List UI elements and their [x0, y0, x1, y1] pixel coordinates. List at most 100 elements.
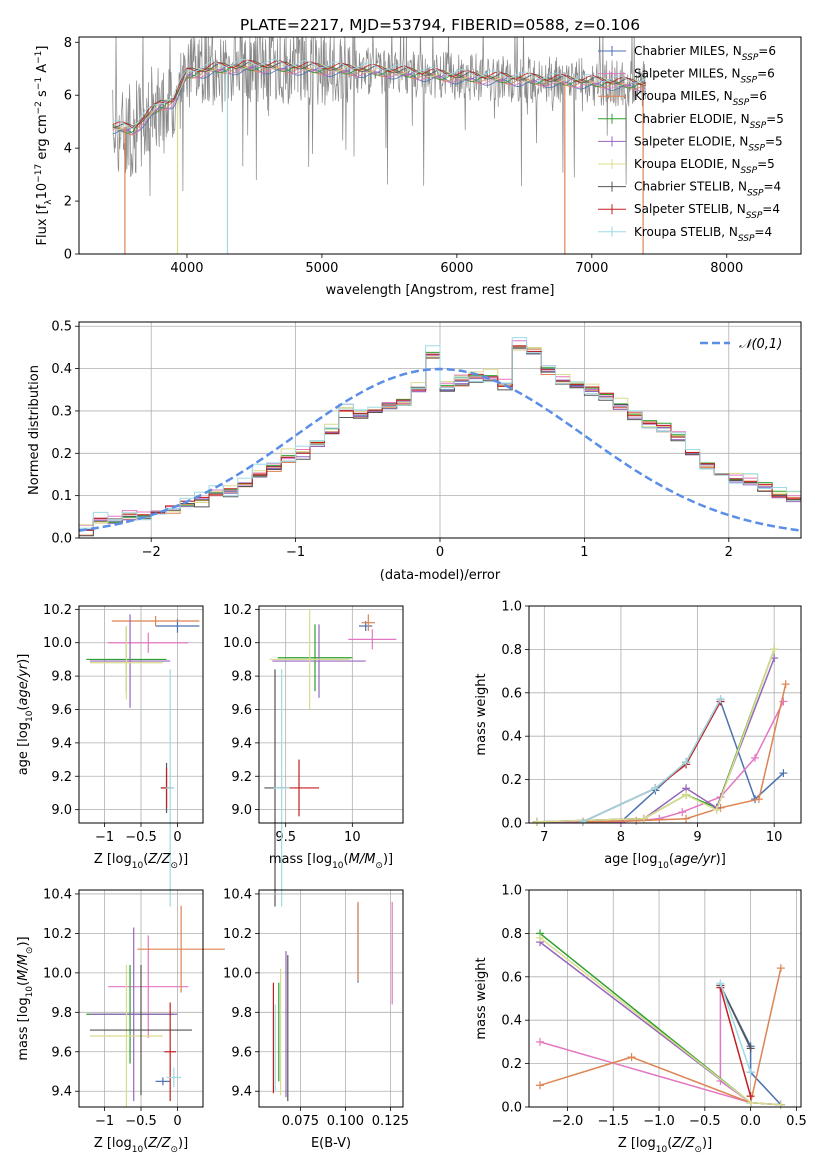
legend: Chabrier MILES, NSSP=6 Salpeter MILES, NS… — [598, 44, 784, 244]
x-tick-label: 6000 — [440, 261, 473, 276]
y-tick-label: 10.2 — [223, 927, 252, 942]
x-tick-label: 8000 — [710, 261, 743, 276]
x-axis-label: mass [log10(M/M⊙)] — [269, 852, 393, 871]
x-tick-label: −1 — [95, 1114, 114, 1129]
y-tick-label: 0.0 — [51, 532, 72, 547]
x-axis-label: wavelength [Angstrom, rest frame] — [326, 283, 555, 298]
y-tick-label: 9.6 — [231, 1045, 252, 1060]
y-axis-label: Flux [fλ10−17 erg cm−2 s−1 A−1] — [34, 46, 54, 246]
x-tick-label: 9 — [693, 830, 701, 845]
x-tick-label: 0.5 — [786, 1114, 807, 1129]
y-tick-label: 9.8 — [231, 670, 252, 685]
spectrum-plot-area — [112, 37, 647, 254]
model-spectrum-line-salpeter_stelib — [112, 59, 647, 129]
observed-spectrum-line — [112, 37, 646, 197]
model-spectrum-line-kroupa_stelib — [112, 59, 646, 130]
y-tick-label: 0.0 — [501, 1101, 522, 1116]
y-tick-label: 9.4 — [231, 736, 252, 751]
y-tick-label: 9.8 — [51, 670, 72, 685]
series-line-salpeter_elodie — [536, 657, 775, 823]
chart-spectrum: 4000 5000 6000 7000 8000 0 2 4 6 8 wavelength [Ang… — [34, 36, 802, 298]
y-tick-label: 9.8 — [231, 1006, 252, 1021]
histogram-step-chabrier_stelib — [79, 347, 801, 537]
y-tick-label: 0.6 — [501, 686, 522, 701]
chart-mass-vs-Z: −1 −0.5 0 9.4 9.6 9.8 10.0 10.2 10.4 Z [log10(Z/Z… — [16, 887, 225, 1155]
axes-frame — [78, 889, 204, 1108]
y-tick-label: 9.6 — [51, 1045, 72, 1060]
y-axis-label: Normed distribution — [27, 365, 42, 495]
y-tick-label: 9.8 — [51, 1006, 72, 1021]
x-tick-label: 0 — [173, 830, 181, 845]
legend-label-chabrier_miles: Chabrier MILES, NSSP=6 — [634, 44, 776, 63]
y-tick-label: 6 — [64, 89, 72, 104]
y-axis-label: age [log10(age/yr)] — [16, 654, 35, 776]
legend-label-kroupa_elodie: Kroupa ELODIE, NSSP=5 — [634, 157, 775, 176]
axes-frame — [528, 889, 802, 1108]
series-line-chabrier_elodie — [539, 932, 781, 1106]
x-tick-label: 0 — [173, 1114, 181, 1129]
axes-frame — [78, 321, 802, 539]
x-tick-label: 7 — [540, 830, 548, 845]
x-tick-label: −1.5 — [597, 1114, 629, 1129]
legend-label-normal: 𝒩(0,1) — [739, 337, 782, 352]
figure-title: PLATE=2217, MJD=53794, FIBERID=0588, z=0… — [240, 16, 640, 34]
y-tick-label: 0.2 — [51, 447, 72, 462]
y-tick-label: 9.4 — [51, 1085, 72, 1100]
x-tick-label: 2 — [725, 545, 733, 560]
x-axis-label: (data-model)/error — [380, 568, 501, 583]
x-tick-label: 0.075 — [282, 1114, 319, 1129]
x-axis-label: Z [log10(Z/Z⊙)] — [94, 852, 188, 871]
series-line-kroupa_miles — [539, 967, 782, 1104]
x-tick-label: −0.5 — [125, 830, 157, 845]
legend-label-chabrier_stelib: Chabrier STELIB, NSSP=4 — [634, 180, 781, 199]
x-axis-label: Z [log10(Z/Z⊙)] — [618, 1136, 712, 1155]
model-spectrum-line-chabrier_miles — [112, 66, 646, 135]
y-tick-label: 0.4 — [501, 1014, 522, 1029]
legend: 𝒩(0,1) — [700, 337, 782, 352]
y-tick-label: 9.0 — [231, 803, 252, 818]
legend-label-salpeter_elodie: Salpeter ELODIE, NSSP=5 — [634, 134, 783, 153]
y-tick-label: 0.8 — [501, 643, 522, 658]
series-line-kroupa_miles — [582, 683, 787, 823]
x-tick-label: −0.5 — [689, 1114, 721, 1129]
x-tick-label: 0 — [436, 545, 444, 560]
axes-frame — [258, 889, 404, 1108]
y-tick-label: 10.2 — [43, 927, 72, 942]
x-tick-label: 0.100 — [327, 1114, 364, 1129]
y-tick-label: 0.6 — [501, 970, 522, 985]
series-line-kroupa_elodie — [536, 649, 775, 823]
y-tick-label: 0.2 — [501, 773, 522, 788]
series-line-chabrier_stelib — [582, 698, 722, 823]
y-axis-label: mass weight — [474, 673, 489, 755]
normal-curve — [79, 367, 801, 532]
y-axis-label: mass [log10(M/M⊙)] — [16, 936, 35, 1060]
x-tick-label: 9.5 — [275, 830, 296, 845]
legend-label-salpeter_stelib: Salpeter STELIB, NSSP=4 — [634, 202, 780, 221]
y-tick-label: 0.8 — [501, 927, 522, 942]
y-tick-label: 9.0 — [51, 803, 72, 818]
y-tick-label: 1.0 — [501, 600, 522, 615]
y-tick-label: 10.2 — [43, 603, 72, 618]
legend-label-chabrier_elodie: Chabrier ELODIE, NSSP=5 — [634, 112, 784, 131]
y-tick-label: 10.2 — [223, 603, 252, 618]
x-tick-label: −2 — [142, 545, 161, 560]
x-tick-label: 0.125 — [372, 1114, 409, 1129]
y-tick-label: 0.4 — [501, 730, 522, 745]
x-tick-label: 10 — [344, 830, 361, 845]
y-tick-label: 0.1 — [51, 489, 72, 504]
histogram-step-salpeter_stelib — [79, 345, 801, 531]
x-axis-label: age [log10(age/yr)] — [604, 852, 726, 871]
legend-label-kroupa_miles: Kroupa MILES, NSSP=6 — [634, 89, 767, 108]
chart-mass-vs-EBV: 0.075 0.100 0.125 9.4 9.6 9.8 10.0 10.2 10.4 E(B-… — [223, 887, 409, 1151]
axes-frame — [528, 605, 802, 824]
y-tick-label: 9.6 — [231, 703, 252, 718]
chart-age-vs-Z: −1 −0.5 0 9.0 9.2 9.4 9.6 9.8 10.0 10.2 Z [log10(Z… — [16, 603, 204, 907]
y-tick-label: 9.4 — [51, 736, 72, 751]
y-axis-label: mass weight — [474, 957, 489, 1039]
histogram-step-chabrier_miles — [79, 346, 801, 530]
y-tick-label: 0.4 — [51, 362, 72, 377]
series-line-chabrier_miles — [536, 699, 784, 823]
series-line-kroupa_stelib — [582, 698, 722, 823]
series-line-salpeter_stelib — [719, 987, 752, 1097]
